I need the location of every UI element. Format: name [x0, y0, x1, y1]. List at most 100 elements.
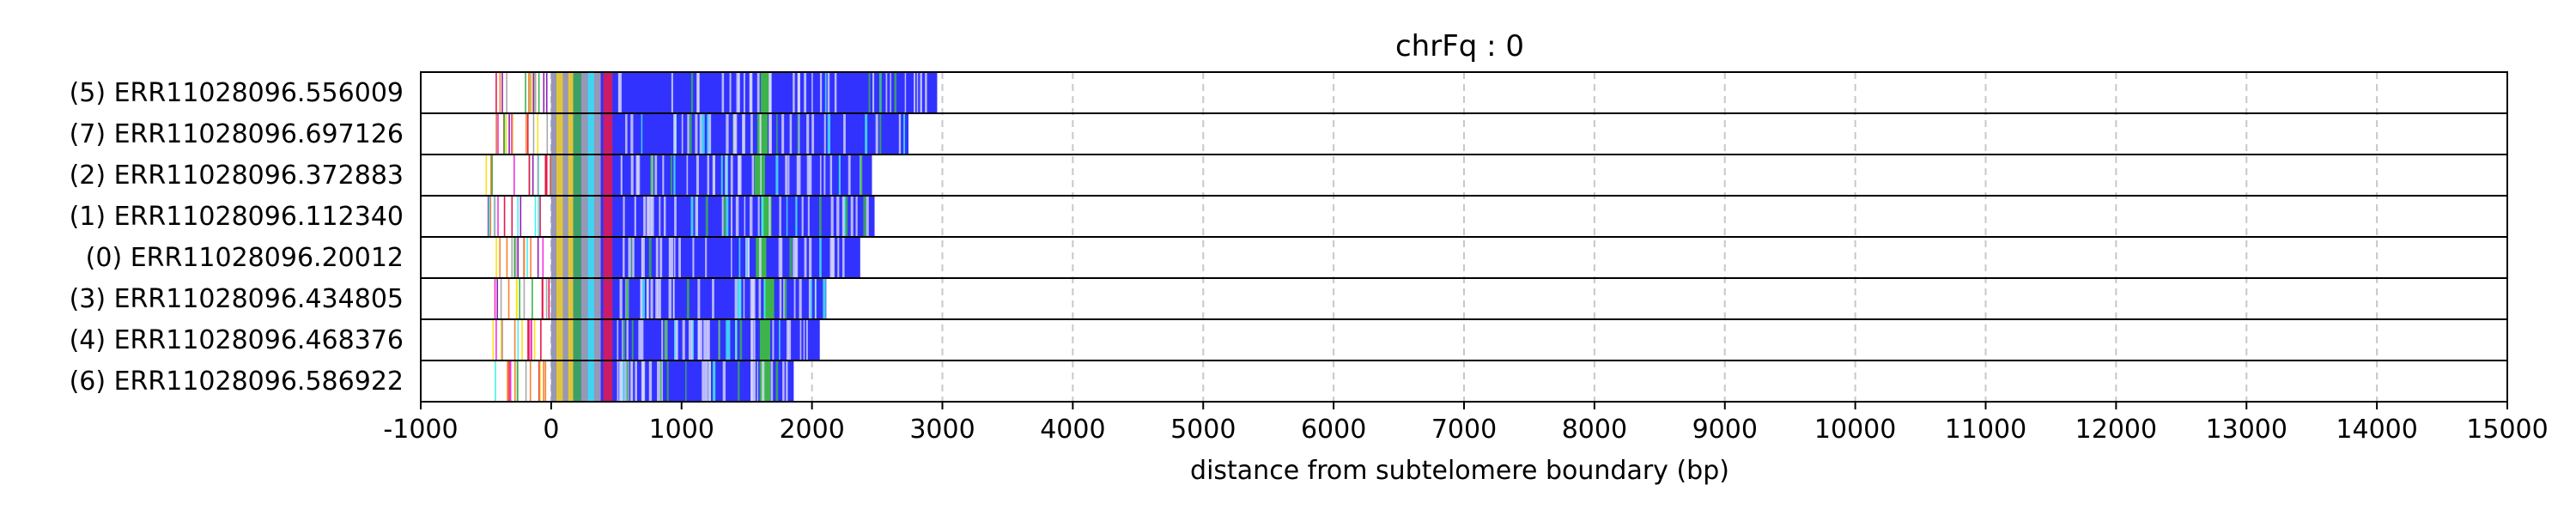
motif-mark [786, 360, 788, 402]
motif-mark [775, 154, 779, 196]
motif-block [763, 278, 775, 319]
motif-mark [776, 113, 778, 154]
motif-mark [630, 154, 634, 196]
motif-block [568, 319, 574, 360]
motif-mark [519, 278, 520, 319]
motif-block [556, 278, 563, 319]
motif-mark [898, 113, 902, 154]
x-tick-label: 9000 [1692, 415, 1758, 445]
motif-mark [769, 196, 771, 237]
motif-mark [804, 237, 807, 278]
read-bar [494, 278, 827, 319]
motif-block [573, 278, 581, 319]
motif-mark [623, 237, 625, 278]
motif-mark [819, 154, 822, 196]
motif-mark [737, 154, 740, 196]
motif-mark [702, 113, 705, 154]
motif-mark [799, 319, 802, 360]
motif-mark [703, 360, 707, 402]
motif-mark [526, 237, 528, 278]
motif-mark [866, 196, 869, 237]
motif-mark [695, 196, 699, 237]
motif-mark [640, 278, 643, 319]
motif-mark [619, 360, 622, 402]
motif-mark [494, 278, 496, 319]
motif-mark [831, 237, 833, 278]
motif-mark [511, 113, 513, 154]
motif-mark [721, 196, 724, 237]
motif-block [754, 154, 765, 196]
motif-block [556, 154, 563, 196]
motif-block [603, 360, 613, 402]
motif-mark [689, 113, 692, 154]
motif-mark [759, 360, 762, 402]
motif-mark [789, 237, 793, 278]
motif-mark [810, 278, 812, 319]
motif-mark [541, 278, 544, 319]
motif-mark [787, 154, 790, 196]
motif-mark [920, 72, 922, 113]
x-tick-label: 3000 [909, 415, 975, 445]
motif-mark [492, 319, 495, 360]
motif-block [580, 113, 588, 154]
motif-block [550, 278, 556, 319]
motif-mark [697, 278, 701, 319]
motif-mark [785, 154, 788, 196]
motif-mark [519, 196, 522, 237]
motif-mark [631, 319, 634, 360]
motif-mark [708, 113, 712, 154]
motif-mark [823, 154, 826, 196]
motif-mark [651, 196, 654, 237]
motif-mark [759, 113, 762, 154]
motif-mark [654, 154, 658, 196]
motif-mark [685, 360, 687, 402]
motif-mark [623, 319, 625, 360]
motif-mark [729, 72, 732, 113]
motif-mark [538, 72, 540, 113]
motif-mark [914, 72, 915, 113]
motif-mark [743, 72, 745, 113]
motif-mark [730, 196, 733, 237]
motif-mark [650, 154, 653, 196]
motif-mark [806, 113, 810, 154]
row-label: (6) ERR11028096.586922 [70, 367, 404, 397]
motif-mark [650, 154, 652, 196]
motif-mark [661, 319, 664, 360]
motif-mark [659, 196, 661, 237]
motif-mark [487, 196, 489, 237]
motif-mark [751, 154, 755, 196]
motif-mark [686, 154, 689, 196]
motif-mark [781, 113, 785, 154]
motif-mark [673, 154, 676, 196]
motif-mark [834, 72, 837, 113]
motif-block [587, 72, 594, 113]
motif-mark [509, 360, 512, 402]
motif-mark [707, 319, 710, 360]
motif-mark [872, 72, 875, 113]
motif-mark [647, 278, 649, 319]
motif-mark [495, 72, 497, 113]
motif-mark [805, 319, 808, 360]
motif-mark [511, 196, 513, 237]
motif-mark [750, 113, 753, 154]
motif-mark [630, 237, 633, 278]
motif-mark [760, 72, 763, 113]
motif-mark [749, 72, 752, 113]
motif-mark [491, 154, 493, 196]
motif-mark [783, 278, 786, 319]
motif-block [573, 113, 581, 154]
motif-mark [690, 196, 694, 237]
motif-block [580, 72, 588, 113]
read-bar [487, 196, 875, 237]
motif-mark [699, 319, 703, 360]
motif-mark [793, 237, 794, 278]
motif-mark [670, 154, 672, 196]
motif-mark [830, 196, 834, 237]
motif-mark [759, 237, 762, 278]
motif-block [562, 278, 568, 319]
motif-mark [904, 72, 907, 113]
motif-mark [845, 196, 848, 237]
motif-mark [543, 360, 544, 402]
motif-mark [643, 196, 647, 237]
motif-block [550, 319, 556, 360]
